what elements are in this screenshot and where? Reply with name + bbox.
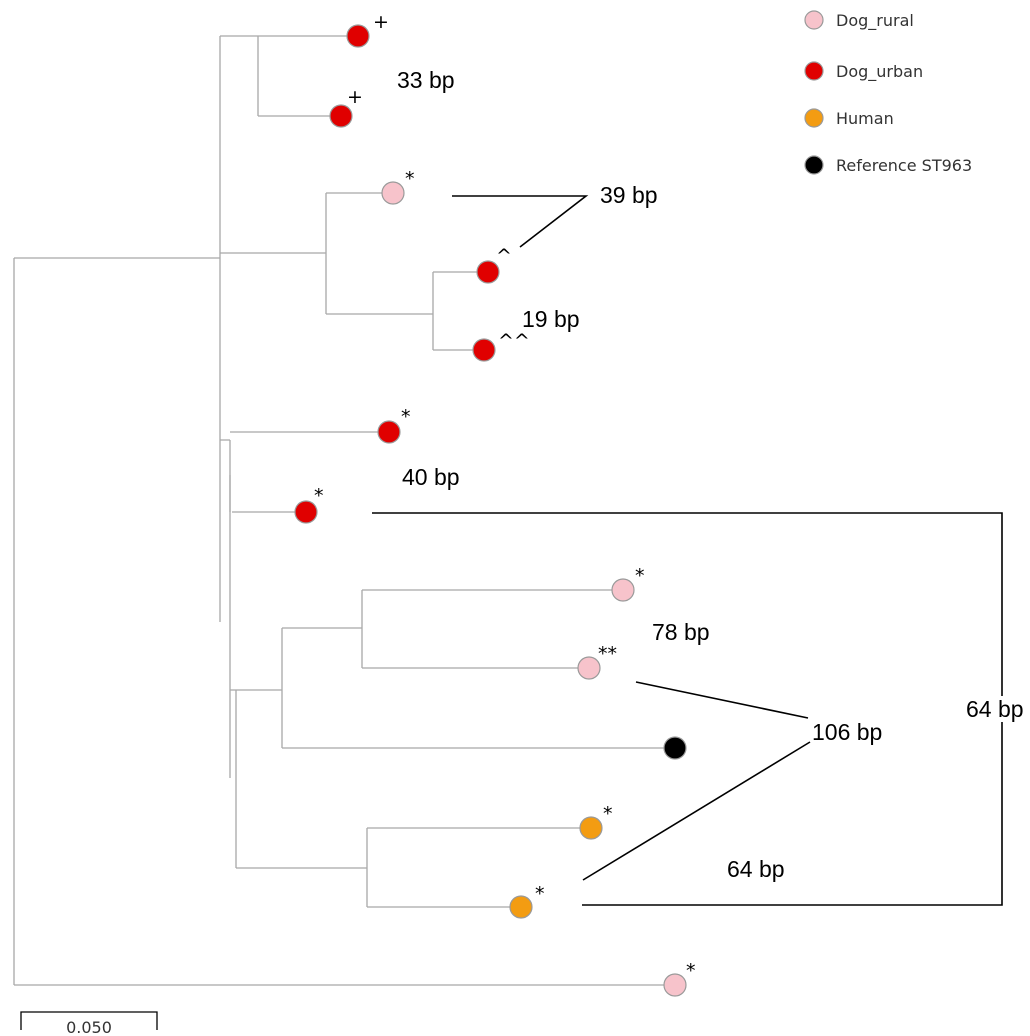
legend: Dog_rural Dog_urban Human Reference ST96…	[804, 10, 972, 175]
tip-node	[476, 260, 500, 284]
scale-bar-label: 0.050	[66, 1018, 112, 1036]
branch-clade-plus	[220, 35, 358, 117]
branch-lower-spine	[229, 475, 237, 868]
tip-mark: *	[401, 406, 411, 428]
tip-node	[509, 895, 533, 919]
distance-label: 106 bp	[812, 719, 882, 745]
tree-branches	[13, 35, 675, 986]
branch-clade-human	[236, 827, 591, 908]
legend-swatch	[804, 61, 824, 81]
tip-node	[381, 181, 405, 205]
tip-node	[472, 338, 496, 362]
tip-mark: +	[373, 11, 389, 33]
branch-clade-caret	[220, 192, 488, 351]
distance-label: 39 bp	[600, 182, 658, 208]
distance-connectors	[372, 195, 1003, 906]
tip-mark: *	[535, 883, 545, 905]
legend-swatch	[804, 155, 824, 175]
tip-node	[663, 973, 687, 997]
distance-label: 64 bp	[727, 856, 785, 882]
connector-39bp	[452, 195, 589, 248]
tip-mark: *	[635, 565, 645, 587]
legend-label: Reference ST963	[836, 156, 972, 175]
tip-mark: *	[603, 803, 613, 825]
distance-label: 78 bp	[652, 619, 710, 645]
distance-label: 64 bp	[966, 696, 1024, 722]
tip-mark: +	[347, 86, 363, 108]
connector-64bp-bracket	[372, 512, 1003, 906]
distance-label: 33 bp	[397, 67, 455, 93]
tip-mark: ^^	[498, 330, 530, 352]
tip-marks: + + * ^ ^^ * * * ** * * *	[314, 11, 696, 982]
branch-clade-40bp	[220, 431, 389, 513]
tip-node	[579, 816, 603, 840]
legend-label: Human	[836, 109, 894, 128]
scale-bar-line	[20, 1011, 158, 1030]
legend-swatch	[804, 10, 824, 30]
branch-clade-rural	[236, 589, 675, 749]
tip-node	[663, 736, 687, 760]
tip-mark: *	[405, 168, 415, 190]
tip-node	[377, 420, 401, 444]
legend-label: Dog_urban	[836, 62, 923, 82]
tip-mark: **	[598, 643, 617, 665]
distance-label: 40 bp	[402, 464, 460, 490]
scale-bar: 0.050	[20, 1011, 158, 1036]
tip-node	[346, 24, 370, 48]
tip-nodes	[294, 24, 687, 997]
legend-swatch	[804, 108, 824, 128]
connector-106bp-lower	[582, 741, 811, 881]
legend-label: Dog_rural	[836, 11, 914, 31]
distance-label: 19 bp	[522, 306, 580, 332]
tip-node	[329, 104, 353, 128]
tip-mark: ^	[496, 245, 512, 267]
connector-106bp-upper	[635, 681, 809, 719]
tip-node	[611, 578, 635, 602]
tip-mark: *	[686, 960, 696, 982]
distance-labels: 33 bp 39 bp 19 bp 40 bp 78 bp 106 bp 64 …	[397, 67, 1024, 882]
tip-node	[577, 656, 601, 680]
tip-node	[294, 500, 318, 524]
tip-mark: *	[314, 485, 324, 507]
